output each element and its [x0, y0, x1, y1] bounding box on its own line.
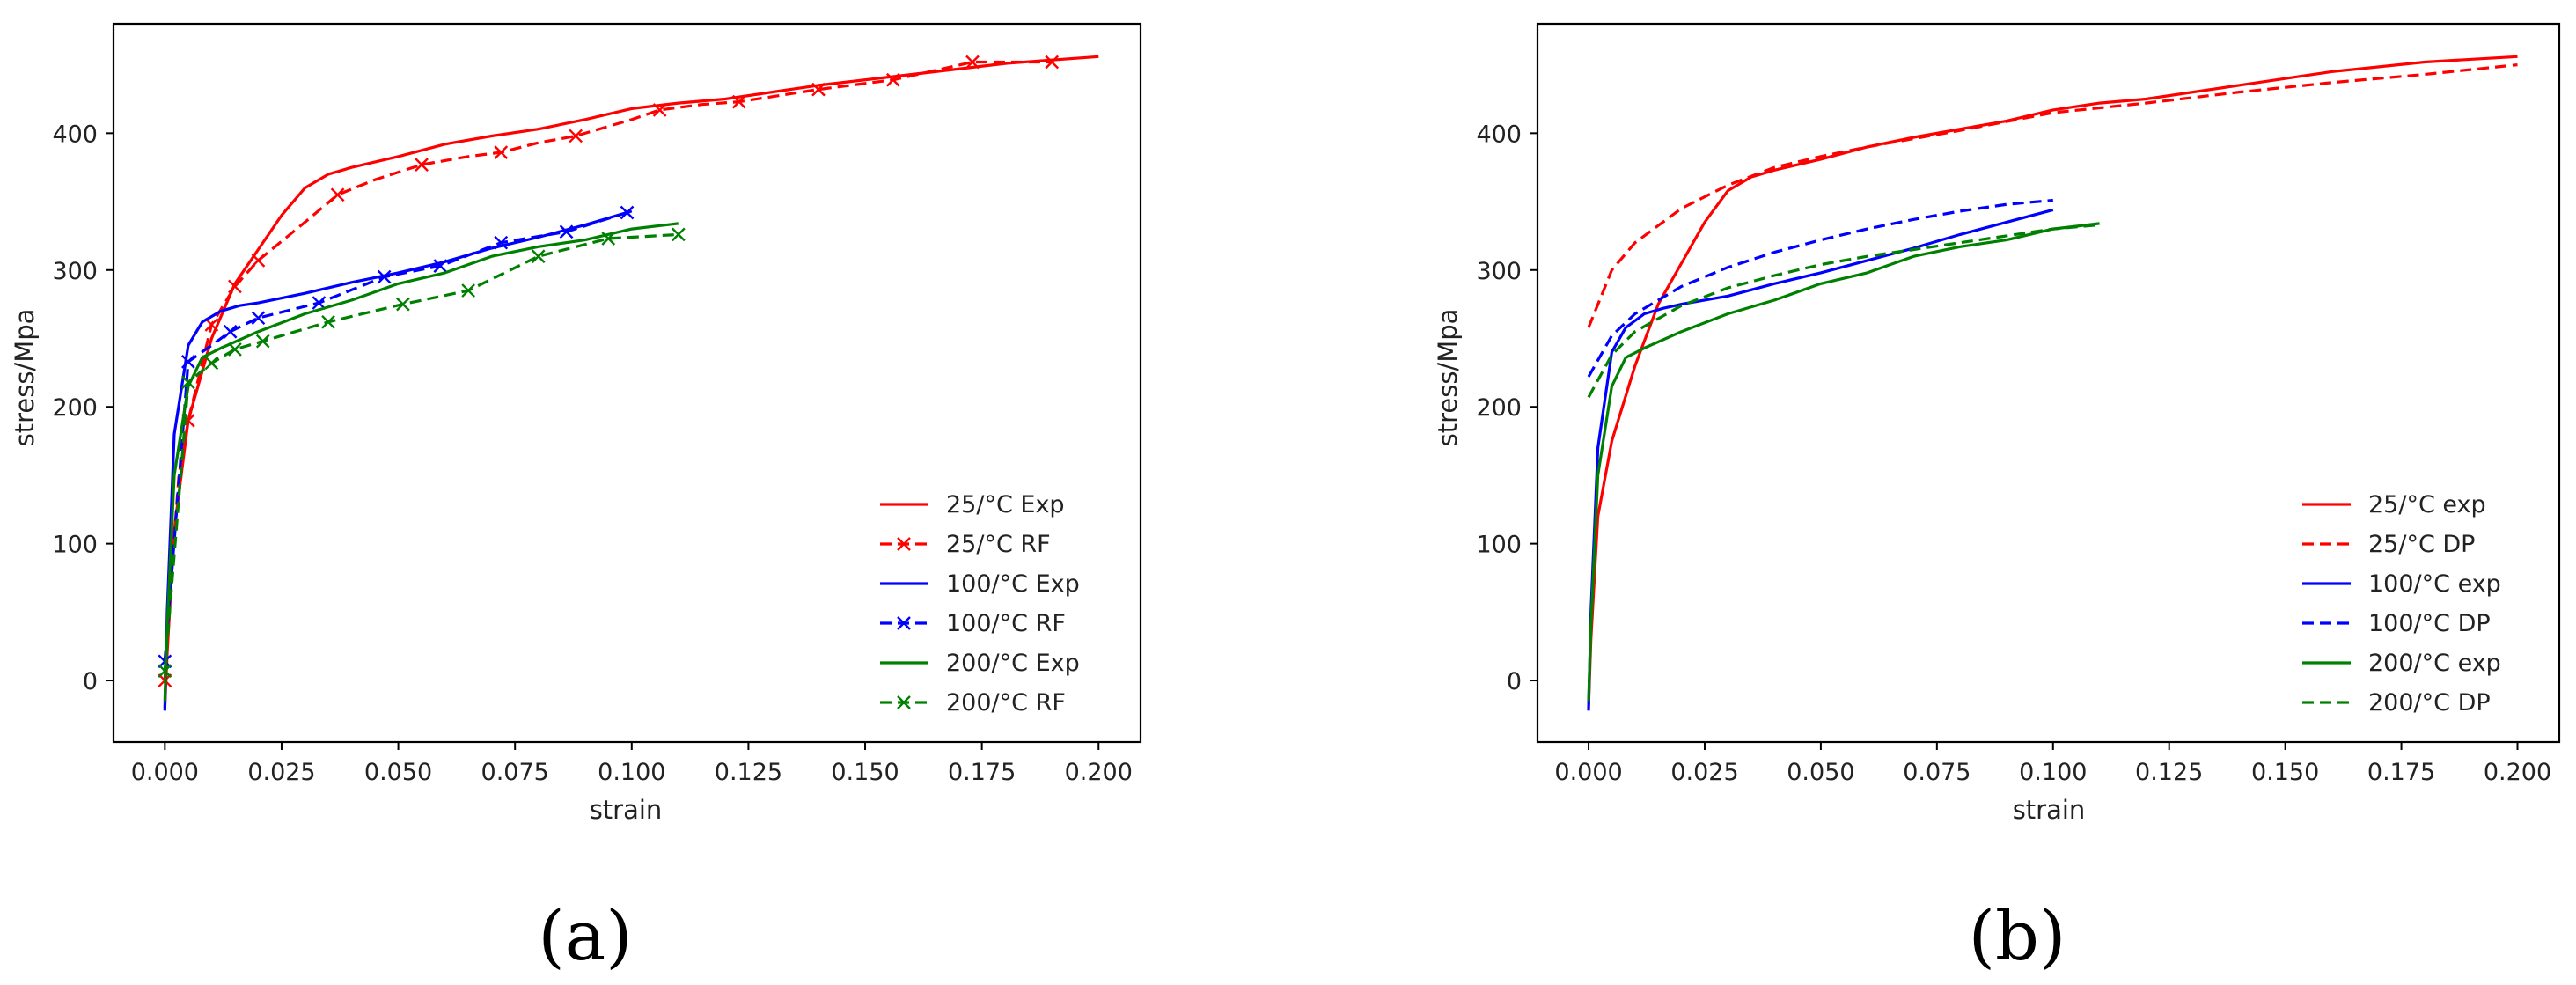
y-tick-label-b: 0 — [1507, 668, 1522, 695]
data-point-a-1 — [965, 55, 980, 70]
data-point-a-3 — [494, 235, 509, 250]
series-line-b-1 — [1587, 63, 2518, 328]
legend-label-a-3: 100/°C RF — [946, 610, 1066, 637]
data-point-a-1 — [415, 158, 429, 172]
series-line-a-4 — [163, 222, 679, 702]
series-line-b-5 — [1587, 223, 2100, 399]
data-point-a-5 — [255, 334, 270, 349]
legend-label-a-2: 100/°C Exp — [946, 570, 1080, 598]
data-point-a-3 — [181, 355, 195, 369]
x-tick-label-a: 0.200 — [1065, 759, 1133, 786]
y-tick-label-a: 200 — [52, 394, 98, 422]
legend-a: 25/°C Exp 25/°C RF 100/°C Exp 100/°C RF 200/… — [868, 485, 1123, 737]
x-tick-label-b: 0.100 — [2019, 759, 2087, 786]
plot-area-b — [1536, 22, 2561, 744]
data-point-a-1 — [330, 187, 345, 202]
x-axis-label-a: strain — [590, 795, 663, 825]
legend-label-a-4: 200/°C Exp — [946, 650, 1080, 677]
legend-label-a-1: 25/°C RF — [946, 531, 1051, 558]
x-tick-label-a: 0.025 — [247, 759, 315, 786]
data-point-a-3 — [251, 311, 266, 326]
data-point-a-5 — [601, 232, 616, 246]
legend-label-b-4: 200/°C exp — [2368, 650, 2501, 677]
data-point-a-5 — [461, 283, 475, 298]
y-axis-label-a: stress/Mpa — [10, 309, 40, 447]
data-point-a-1 — [1045, 55, 1060, 70]
legend-b: 25/°C exp 25/°C DP 100/°C exp 100/°C DP 200/… — [2290, 485, 2545, 737]
data-point-a-5 — [181, 375, 195, 390]
data-point-a-5 — [396, 297, 410, 312]
legend-marker-a-5 — [897, 695, 911, 709]
panel-label-a: (a) — [538, 897, 632, 976]
data-point-a-3 — [433, 259, 448, 273]
panel-label-b: (b) — [1969, 897, 2066, 976]
data-point-a-1 — [569, 129, 583, 143]
y-tick-label-a: 300 — [52, 258, 98, 285]
x-tick-label-b: 0.075 — [1903, 759, 1971, 786]
chart-panel-b: stress/Mpa strain (b) 0.000 0.025 0.050 0.0… — [1433, 22, 2561, 976]
data-point-a-5 — [321, 314, 335, 329]
legend-marker-a-1 — [897, 537, 911, 551]
data-point-a-3 — [620, 205, 635, 220]
x-axis-label-b: strain — [2013, 795, 2086, 825]
series-line-a-0 — [163, 55, 1099, 709]
data-point-a-3 — [377, 269, 392, 284]
data-point-a-1 — [652, 103, 667, 117]
data-point-a-5 — [158, 664, 172, 679]
x-tick-label-b: 0.025 — [1670, 759, 1738, 786]
y-axis-label-b: stress/Mpa — [1433, 309, 1463, 447]
x-tick-label-b: 0.175 — [2367, 759, 2435, 786]
x-tick-label-b: 0.125 — [2135, 759, 2203, 786]
data-point-a-5 — [228, 342, 242, 357]
legend-label-b-1: 25/°C DP — [2368, 531, 2475, 558]
legend-label-a-5: 200/°C RF — [946, 689, 1066, 717]
data-point-a-1 — [731, 94, 746, 109]
x-tick-label-a: 0.000 — [131, 759, 199, 786]
data-point-a-5 — [672, 227, 686, 242]
x-tick-label-b: 0.000 — [1554, 759, 1622, 786]
data-point-a-3 — [312, 296, 327, 310]
data-point-a-1 — [811, 82, 826, 97]
y-tick-label-a: 100 — [52, 532, 98, 559]
data-point-a-1 — [228, 279, 242, 294]
x-tick-label-b: 0.200 — [2484, 759, 2551, 786]
series-line-b-0 — [1587, 55, 2518, 709]
y-tick-label-b: 300 — [1476, 258, 1522, 285]
plot-area-a — [112, 22, 1142, 744]
y-tick-label-b: 100 — [1476, 532, 1522, 559]
series-line-a-2 — [163, 209, 633, 711]
x-tick-label-b: 0.050 — [1787, 759, 1854, 786]
data-point-a-3 — [223, 324, 238, 339]
y-tick-label-a: 0 — [83, 668, 98, 695]
x-tick-label-a: 0.050 — [364, 759, 432, 786]
data-point-a-3 — [559, 224, 574, 239]
data-point-a-1 — [494, 145, 509, 159]
data-point-a-1 — [886, 72, 900, 87]
chart-panel-a: stress/Mpa strain (a) 0.000 0.025 0.050 0.0… — [10, 22, 1142, 976]
series-line-b-3 — [1587, 198, 2053, 378]
series-line-b-4 — [1587, 222, 2100, 702]
x-tick-label-a: 0.075 — [481, 759, 549, 786]
x-tick-label-a: 0.125 — [715, 759, 782, 786]
x-tick-label-a: 0.150 — [831, 759, 899, 786]
y-tick-label-b: 400 — [1476, 121, 1522, 148]
x-tick-label-a: 0.100 — [598, 759, 665, 786]
data-point-a-1 — [251, 254, 266, 268]
legend-label-b-0: 25/°C exp — [2368, 491, 2486, 518]
legend-label-b-2: 100/°C exp — [2368, 570, 2501, 598]
y-tick-label-a: 400 — [52, 121, 98, 148]
y-tick-label-b: 200 — [1476, 394, 1522, 422]
data-point-a-5 — [204, 356, 219, 371]
legend-label-a-0: 25/°C Exp — [946, 491, 1065, 518]
legend-label-b-3: 100/°C DP — [2368, 610, 2491, 637]
series-line-b-2 — [1587, 208, 2054, 711]
x-tick-label-b: 0.150 — [2251, 759, 2319, 786]
x-tick-label-a: 0.175 — [948, 759, 1016, 786]
data-point-a-1 — [204, 318, 219, 332]
legend-label-b-5: 200/°C DP — [2368, 689, 2491, 717]
data-point-a-5 — [531, 249, 546, 264]
legend-marker-a-3 — [897, 616, 911, 630]
